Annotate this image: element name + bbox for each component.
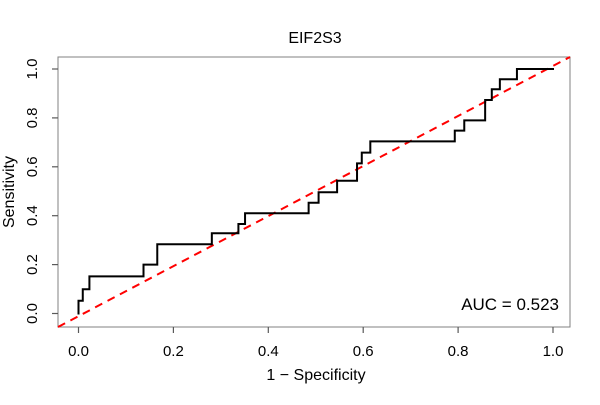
- plot-box: [57, 56, 571, 328]
- x-axis-tick-label: 0.6: [353, 343, 374, 360]
- y-axis-tick-label: 0.0: [24, 303, 41, 324]
- y-axis-tick-label: 0.6: [24, 156, 41, 177]
- chart-title: EIF2S3: [288, 30, 341, 47]
- y-axis-title: Sensitivity: [1, 156, 18, 228]
- y-axis-tick-label: 0.8: [24, 107, 41, 128]
- roc-curve: [77, 68, 554, 315]
- auc-annotation: AUC = 0.523: [461, 295, 559, 314]
- y-axis-tick-label: 0.4: [24, 205, 41, 226]
- x-axis-tick-label: 0.2: [163, 343, 184, 360]
- y-axis-tick-label: 1.0: [24, 59, 41, 80]
- x-axis-tick-label: 0.8: [448, 343, 469, 360]
- chance-diagonal-line: [57, 56, 571, 328]
- x-axis-tick-label: 1.0: [543, 343, 564, 360]
- x-axis-tick-label: 0.0: [68, 343, 89, 360]
- y-axis-tick-label: 0.2: [24, 254, 41, 275]
- x-axis-title: 1 − Specificity: [266, 367, 365, 384]
- x-axis-tick-label: 0.4: [258, 343, 279, 360]
